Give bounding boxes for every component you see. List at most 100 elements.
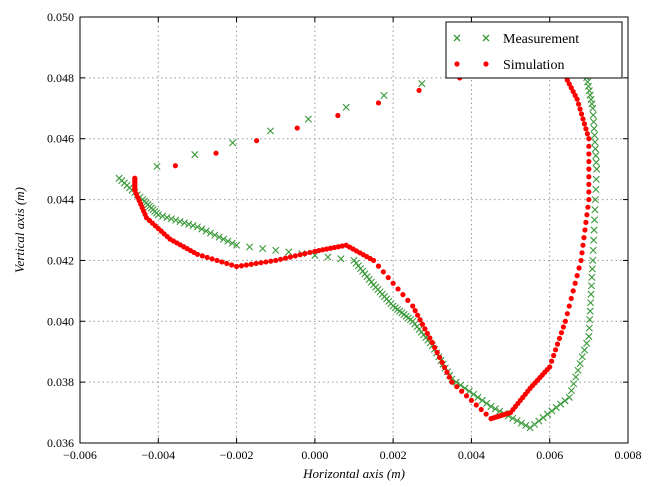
x-tick-label: 0.000 bbox=[301, 448, 328, 462]
measurement-point bbox=[215, 233, 223, 241]
simulation-point bbox=[556, 335, 563, 342]
measurement-point bbox=[380, 91, 388, 100]
simulation-point bbox=[586, 166, 592, 172]
simulation-point bbox=[570, 288, 576, 294]
measurement-point bbox=[185, 220, 193, 228]
measurement-point bbox=[266, 127, 275, 135]
simulation-point bbox=[390, 280, 396, 286]
measurement-point bbox=[487, 402, 495, 411]
measurement-point bbox=[590, 216, 599, 224]
measurement-point bbox=[172, 216, 180, 224]
legend-marker-measurement bbox=[453, 34, 490, 42]
simulation-point bbox=[254, 138, 260, 144]
simulation-point bbox=[213, 150, 219, 156]
measurement-point bbox=[198, 225, 206, 233]
simulation-point bbox=[297, 252, 303, 258]
measurement-point bbox=[570, 380, 578, 388]
measurement-point bbox=[211, 231, 219, 239]
measurement-point bbox=[418, 80, 426, 88]
measurement-point bbox=[592, 158, 600, 166]
simulation-point bbox=[422, 326, 428, 332]
measurement-point bbox=[548, 407, 556, 415]
measurement-point bbox=[567, 387, 576, 395]
y-tick-label: 0.044 bbox=[47, 193, 74, 207]
simulation-point bbox=[339, 243, 345, 249]
measurement-point bbox=[591, 195, 599, 204]
simulation-point bbox=[395, 286, 401, 292]
x-tick-label: 0.008 bbox=[615, 448, 642, 462]
simulation-point bbox=[585, 204, 591, 210]
simulation-point bbox=[385, 274, 391, 281]
measurement-point bbox=[167, 215, 175, 223]
legend-box bbox=[445, 21, 623, 79]
measurement-point bbox=[163, 213, 171, 222]
simulation-point bbox=[560, 324, 567, 330]
simulation-point bbox=[268, 258, 274, 264]
y-axis-label: Vertical axis (m) bbox=[12, 187, 27, 273]
simulation-point bbox=[577, 106, 583, 112]
simulation-point bbox=[331, 244, 338, 251]
simulation-point bbox=[582, 227, 588, 233]
simulation-point bbox=[586, 158, 592, 165]
measurement-point bbox=[585, 332, 593, 341]
measurement-point bbox=[483, 399, 491, 408]
simulation-point bbox=[432, 344, 438, 351]
simulation-point bbox=[437, 354, 443, 361]
simulation-point bbox=[273, 257, 279, 264]
measurement-point bbox=[590, 118, 598, 126]
measurement-point bbox=[154, 211, 162, 219]
simulation-point bbox=[312, 248, 318, 254]
simulation-point bbox=[575, 101, 582, 107]
x-axis-label: Horizontal axis (m) bbox=[302, 466, 405, 481]
simulation-point bbox=[564, 311, 570, 317]
simulation-point bbox=[427, 335, 433, 341]
measurement-point bbox=[176, 217, 184, 226]
measurement-point bbox=[304, 115, 312, 123]
measurement-point bbox=[193, 223, 202, 231]
measurement-point bbox=[272, 246, 280, 254]
measurement-point bbox=[452, 378, 460, 386]
ticks: −0.006 −0.004 −0.002 0.000 0.002 0.004 0.006 0.… bbox=[47, 10, 642, 462]
simulation-point bbox=[320, 247, 326, 253]
y-tick-label: 0.040 bbox=[47, 314, 74, 328]
simulation-point bbox=[194, 251, 201, 257]
simulation-point bbox=[278, 256, 284, 262]
simulation-point bbox=[483, 411, 489, 417]
simulation-point bbox=[209, 256, 215, 262]
measurement-point bbox=[535, 417, 543, 425]
simulation-point bbox=[417, 317, 423, 323]
simulation-point bbox=[316, 247, 322, 254]
simulation-point bbox=[335, 112, 341, 119]
legend-marker-simulation bbox=[454, 61, 489, 67]
simulation-point bbox=[219, 259, 225, 265]
simulation-point bbox=[446, 374, 453, 380]
simulation-point bbox=[233, 263, 240, 270]
measurement-point bbox=[556, 400, 565, 408]
simulation-point bbox=[439, 359, 445, 365]
simulation-point bbox=[172, 163, 179, 169]
measurement-point bbox=[561, 397, 569, 405]
measurement-point bbox=[285, 248, 293, 256]
simulation-point bbox=[327, 245, 334, 251]
simulation-point bbox=[405, 297, 411, 303]
simulation-point bbox=[572, 280, 578, 286]
measurement-point bbox=[592, 185, 600, 194]
measurement-point bbox=[491, 405, 499, 413]
simulation-point bbox=[586, 189, 592, 195]
measurement-point bbox=[246, 243, 254, 251]
simulation-point bbox=[229, 262, 235, 268]
measurement-point bbox=[229, 139, 237, 147]
simulation-point bbox=[204, 254, 210, 260]
simulation-point bbox=[581, 235, 587, 241]
y-tick-label: 0.036 bbox=[47, 436, 74, 450]
simulation-point bbox=[412, 308, 418, 314]
simulation-point bbox=[558, 330, 565, 336]
simulation-point bbox=[562, 318, 568, 324]
x-tick-label: 0.004 bbox=[458, 448, 485, 462]
measurement-point bbox=[590, 236, 598, 244]
y-tick-label: 0.048 bbox=[47, 71, 74, 85]
simulation-point bbox=[243, 262, 249, 268]
measurement-point bbox=[342, 103, 350, 111]
measurement-point bbox=[202, 227, 210, 235]
